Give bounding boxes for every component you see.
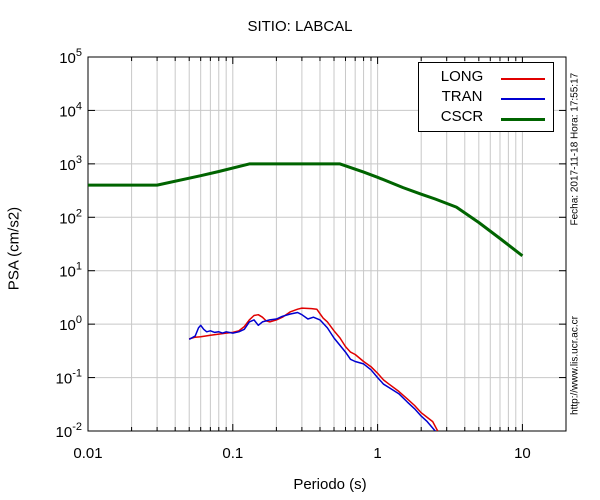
legend-swatch-tran bbox=[501, 98, 545, 100]
y-tick-label: 100 bbox=[59, 314, 82, 334]
legend-label-tran: TRAN bbox=[441, 88, 483, 105]
x-tick-label: 10 bbox=[514, 445, 531, 462]
plot-frame bbox=[87, 56, 567, 432]
y-tick-label: 10-1 bbox=[56, 368, 82, 388]
series-line-tran bbox=[188, 311, 436, 431]
legend-swatch-long bbox=[501, 78, 545, 80]
legend-swatch-cscr bbox=[501, 118, 545, 121]
y-tick-label: 102 bbox=[59, 207, 82, 227]
y-tick-label: 10-2 bbox=[56, 421, 82, 441]
y-tick-label: 103 bbox=[59, 154, 82, 174]
series-line-cscr bbox=[88, 162, 524, 257]
legend-label-cscr: CSCR bbox=[440, 108, 484, 125]
y-tick-label: 104 bbox=[59, 100, 82, 120]
x-tick-label: 0.01 bbox=[73, 445, 102, 462]
x-tick-label: 1 bbox=[373, 445, 381, 462]
y-tick-label: 101 bbox=[59, 261, 82, 281]
chart-title: SITIO: LABCAL bbox=[247, 18, 353, 35]
x-axis-label: Periodo (s) bbox=[293, 476, 367, 493]
legend-item-long: LONG bbox=[419, 68, 555, 88]
legend-item-cscr: CSCR bbox=[419, 108, 555, 128]
legend-item-tran: TRAN bbox=[419, 88, 555, 108]
legend-label-long: LONG bbox=[440, 68, 484, 85]
timestamp-text: Fecha: 2017-11-18 Hora: 17:55:17 bbox=[569, 72, 581, 226]
y-axis-label: PSA (cm/s2) bbox=[5, 206, 23, 291]
x-tick-label: 0.1 bbox=[222, 445, 243, 462]
legend: LONG TRAN CSCR bbox=[418, 62, 554, 132]
source-url-text: http://www.lis.ucr.ac.cr bbox=[569, 316, 581, 415]
y-tick-label: 105 bbox=[59, 47, 82, 67]
